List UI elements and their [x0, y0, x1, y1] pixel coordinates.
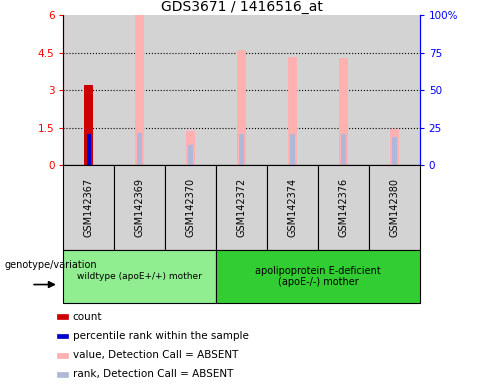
Bar — [114, 15, 165, 165]
Bar — [186, 131, 195, 165]
Text: genotype/variation: genotype/variation — [5, 260, 98, 270]
Bar — [188, 145, 193, 165]
Bar — [135, 15, 144, 165]
Text: GSM142370: GSM142370 — [185, 178, 196, 237]
Bar — [63, 165, 114, 250]
Text: rank, Detection Call = ABSENT: rank, Detection Call = ABSENT — [73, 369, 233, 379]
Bar — [288, 56, 297, 165]
Bar — [341, 134, 346, 165]
Text: GSM142369: GSM142369 — [135, 178, 145, 237]
Text: count: count — [73, 312, 102, 322]
Bar — [58, 372, 68, 377]
Bar — [137, 133, 142, 165]
Bar — [165, 15, 216, 165]
Text: GSM142367: GSM142367 — [84, 178, 94, 237]
Bar — [63, 15, 114, 165]
Text: wildtype (apoE+/+) mother: wildtype (apoE+/+) mother — [77, 272, 202, 281]
Bar — [216, 250, 420, 303]
Bar — [389, 129, 399, 165]
Bar — [392, 137, 397, 165]
Bar — [87, 134, 91, 165]
Text: GSM142380: GSM142380 — [389, 178, 399, 237]
Bar — [239, 134, 244, 165]
Bar — [237, 50, 246, 165]
Text: GSM142374: GSM142374 — [287, 178, 298, 237]
Text: GSM142372: GSM142372 — [237, 178, 246, 237]
Bar — [369, 15, 420, 165]
Bar — [318, 165, 369, 250]
Bar — [165, 165, 216, 250]
Bar — [114, 165, 165, 250]
Bar — [290, 134, 295, 165]
Bar — [369, 165, 420, 250]
Bar — [267, 165, 318, 250]
Text: value, Detection Call = ABSENT: value, Detection Call = ABSENT — [73, 350, 238, 360]
Text: GSM142376: GSM142376 — [338, 178, 348, 237]
Title: GDS3671 / 1416516_at: GDS3671 / 1416516_at — [161, 0, 323, 14]
Bar — [58, 334, 68, 338]
Bar — [63, 250, 216, 303]
Bar — [216, 165, 267, 250]
Bar — [318, 15, 369, 165]
Bar — [216, 15, 267, 165]
Text: percentile rank within the sample: percentile rank within the sample — [73, 331, 249, 341]
Bar — [58, 353, 68, 358]
Bar — [58, 314, 68, 319]
Text: apolipoprotein E-deficient
(apoE-/-) mother: apolipoprotein E-deficient (apoE-/-) mot… — [255, 266, 381, 287]
Bar — [267, 15, 318, 165]
Bar — [84, 85, 94, 165]
Bar — [339, 58, 348, 165]
